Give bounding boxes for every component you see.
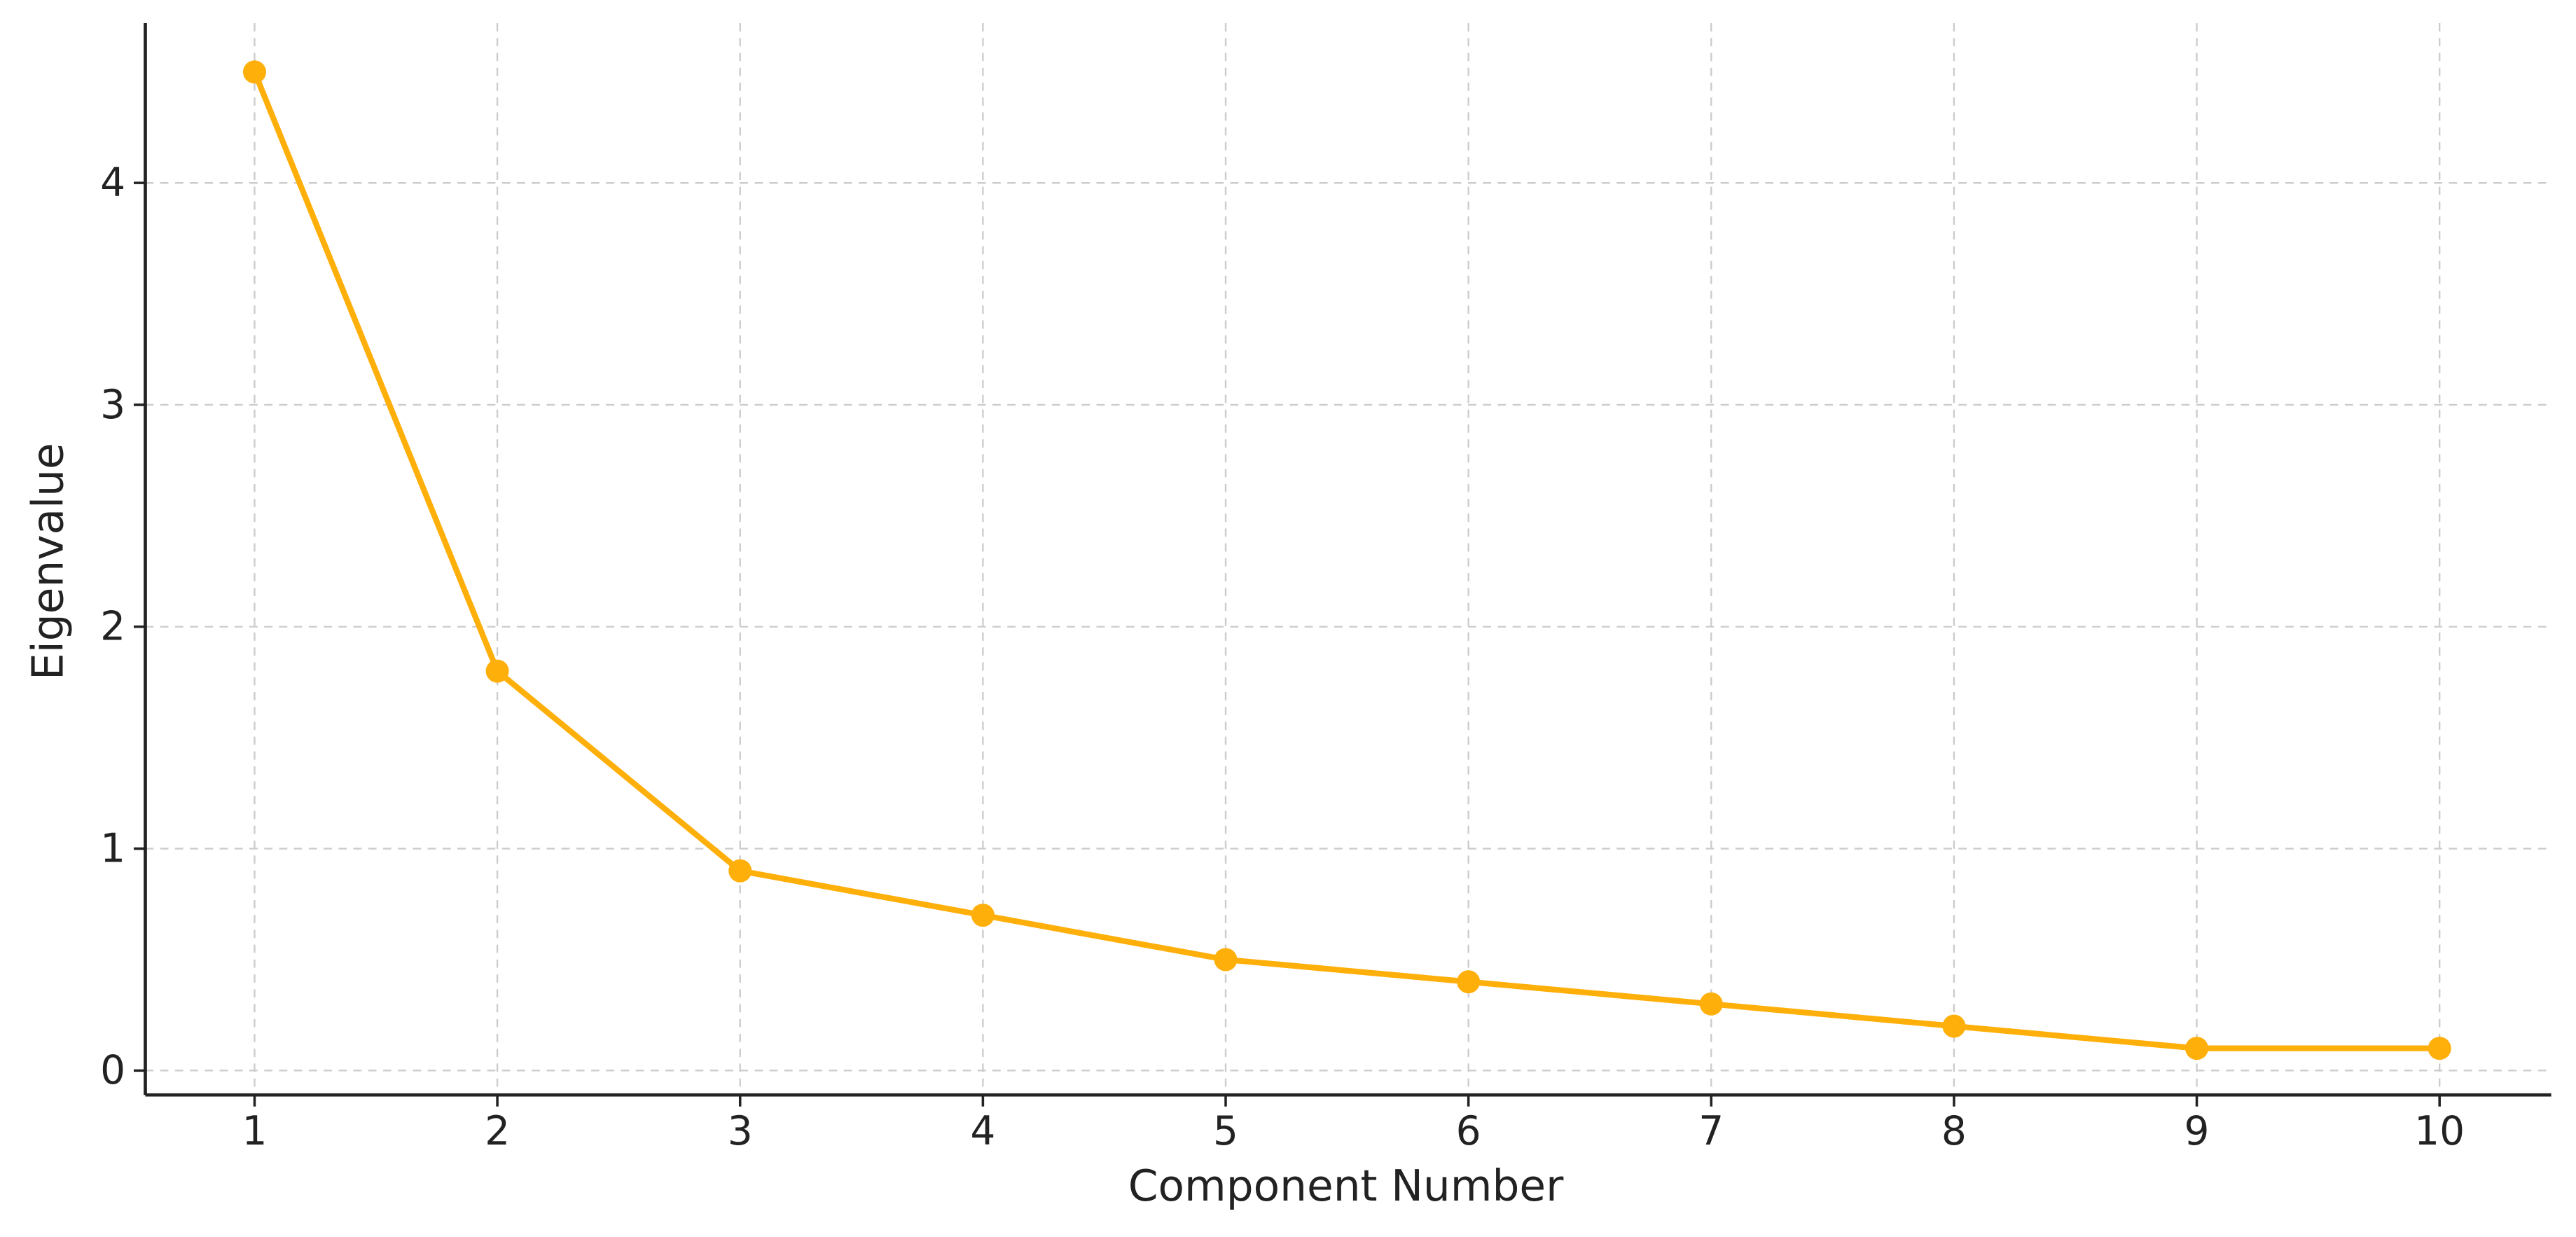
- x-tick-label: 1: [242, 1108, 267, 1154]
- x-tick-label: 8: [1941, 1108, 1967, 1154]
- point: [1942, 1014, 1966, 1038]
- point: [242, 60, 266, 84]
- y-tick-label: 0: [100, 1047, 125, 1093]
- point: [728, 859, 752, 883]
- point: [971, 904, 995, 927]
- point: [485, 659, 509, 683]
- y-tick-label: 2: [100, 604, 125, 650]
- y-tick-label: 4: [100, 160, 125, 206]
- point: [2428, 1037, 2451, 1060]
- x-tick-label: 10: [2414, 1108, 2465, 1154]
- x-tick-label: 6: [1456, 1108, 1481, 1154]
- y-axis-label: Eigenvalue: [24, 443, 74, 680]
- x-axis-label: Component Number: [1128, 1161, 1564, 1211]
- y-tick-label: 3: [100, 382, 125, 428]
- point: [1699, 992, 1723, 1016]
- x-tick-label: 3: [728, 1108, 753, 1154]
- y-tick-label: 1: [100, 825, 125, 871]
- x-tick-label: 4: [970, 1108, 995, 1154]
- point: [1457, 970, 1481, 994]
- x-tick-label: 9: [2184, 1108, 2210, 1154]
- x-tick-label: 7: [1698, 1108, 1724, 1154]
- point: [1214, 948, 1238, 972]
- line: [251, 71, 2440, 1051]
- point: [2185, 1037, 2209, 1060]
- x-tick-label: 2: [485, 1108, 510, 1154]
- x-tick-label: 5: [1213, 1108, 1238, 1154]
